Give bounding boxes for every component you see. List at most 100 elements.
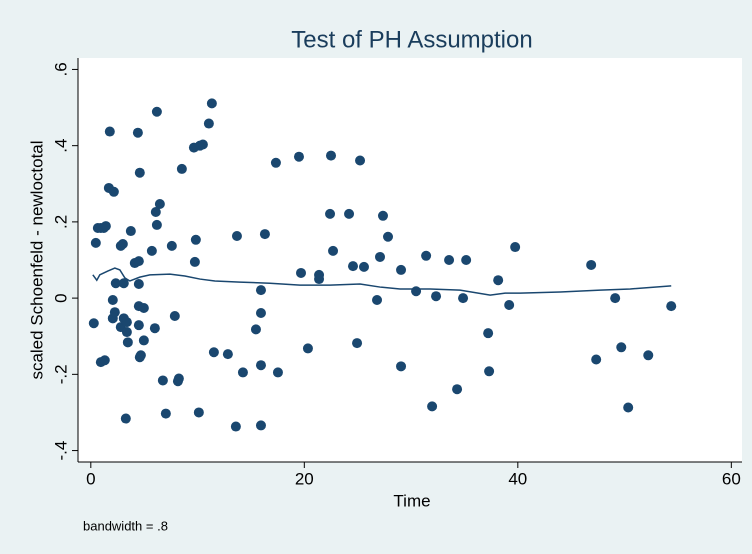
plot-area <box>78 58 742 462</box>
point <box>189 256 200 267</box>
point <box>193 407 204 418</box>
point <box>151 106 162 117</box>
point <box>134 167 145 178</box>
point <box>293 151 304 162</box>
y-tick-label: .6 <box>51 62 70 76</box>
point <box>120 413 131 424</box>
x-axis-label: Time <box>393 491 430 510</box>
point <box>643 350 654 361</box>
point <box>206 98 217 109</box>
point <box>325 208 336 219</box>
point <box>90 237 101 248</box>
point <box>272 367 283 378</box>
y-tick-label: .4 <box>51 139 70 153</box>
y-axis-label: scaled Schoenfeld - newloctotal <box>27 140 46 379</box>
point <box>190 234 201 245</box>
point <box>138 303 149 314</box>
point <box>118 278 129 289</box>
point <box>121 327 132 338</box>
point <box>427 401 438 412</box>
point <box>314 274 325 285</box>
point <box>504 299 515 310</box>
point <box>255 360 266 371</box>
point <box>149 323 160 334</box>
point <box>396 361 407 372</box>
y-tick-label: .2 <box>51 215 70 229</box>
point <box>230 421 241 432</box>
point <box>133 279 144 290</box>
point <box>99 355 110 366</box>
x-tick-label: 60 <box>722 469 741 488</box>
point <box>255 420 266 431</box>
point <box>117 238 128 249</box>
point <box>461 255 472 265</box>
point <box>222 349 233 360</box>
point <box>133 256 144 267</box>
point <box>176 163 187 174</box>
point <box>150 206 161 217</box>
chart-title: Test of PH Assumption <box>291 26 532 53</box>
point <box>110 278 121 289</box>
point <box>132 127 143 138</box>
point <box>108 186 119 197</box>
point <box>121 317 132 328</box>
point <box>355 155 366 166</box>
point <box>100 221 111 232</box>
point <box>169 311 180 322</box>
point <box>358 261 369 272</box>
point <box>586 259 597 270</box>
point <box>88 318 99 329</box>
point <box>203 118 214 129</box>
point <box>104 126 115 137</box>
point <box>510 242 521 253</box>
x-tick-label: 40 <box>508 469 527 488</box>
point <box>107 295 118 306</box>
point <box>328 245 339 256</box>
smooth-line <box>92 267 672 296</box>
y-tick-label: -.4 <box>51 441 70 461</box>
point <box>493 275 504 286</box>
point <box>160 408 171 419</box>
point <box>484 366 495 377</box>
point <box>377 210 388 221</box>
point <box>375 251 386 262</box>
point <box>122 337 133 348</box>
x-tick-label: 0 <box>86 469 95 488</box>
point <box>231 230 242 241</box>
point <box>166 240 177 251</box>
point <box>255 285 266 296</box>
point <box>383 231 394 242</box>
point <box>255 307 266 318</box>
point <box>259 229 270 240</box>
point <box>138 335 149 346</box>
point <box>452 384 463 395</box>
point <box>616 342 627 353</box>
point <box>444 255 455 265</box>
point <box>197 139 208 150</box>
point <box>146 245 157 256</box>
point <box>396 264 407 275</box>
point <box>157 375 168 386</box>
point <box>109 307 120 318</box>
point <box>458 293 469 304</box>
point <box>666 301 677 312</box>
point <box>296 267 307 278</box>
x-tick-label: 20 <box>295 469 314 488</box>
point <box>250 324 261 335</box>
point <box>623 402 634 413</box>
point <box>421 250 432 261</box>
point <box>173 373 184 384</box>
point <box>208 347 219 358</box>
point <box>125 226 136 237</box>
point <box>411 286 422 297</box>
note: bandwidth = .8 <box>83 518 168 533</box>
point <box>302 343 313 354</box>
point <box>154 198 165 209</box>
point <box>326 150 337 161</box>
point <box>347 261 358 272</box>
point <box>483 328 494 339</box>
point <box>151 219 162 230</box>
point <box>591 354 602 365</box>
